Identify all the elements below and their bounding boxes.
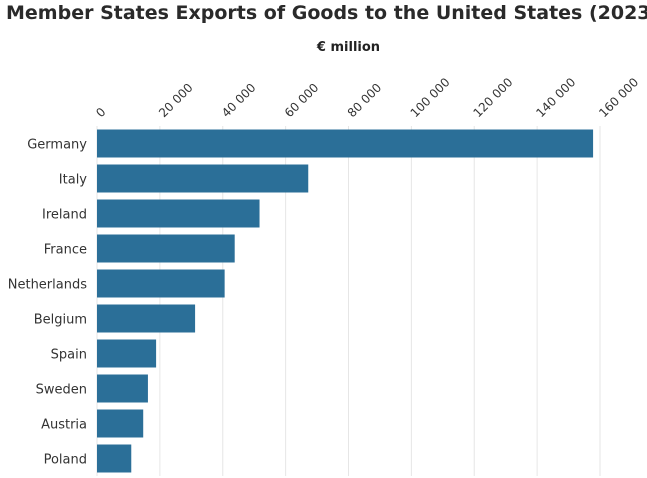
- chart-title: Member States Exports of Goods to the Un…: [6, 2, 647, 24]
- x-tick-label: 60 000: [282, 81, 322, 121]
- x-tick-label: 120 000: [470, 75, 515, 120]
- bar-belgium: [97, 304, 196, 333]
- category-label: Austria: [41, 418, 87, 433]
- x-tick-label: 160 000: [596, 75, 641, 120]
- x-tick-label: 140 000: [533, 75, 578, 120]
- category-labels: Germany Italy Ireland France Netherlands Belg…: [8, 138, 88, 468]
- category-label: Germany: [27, 138, 87, 153]
- bars: [97, 129, 594, 473]
- category-label: Italy: [59, 173, 88, 188]
- bar-netherlands: [97, 269, 225, 298]
- bar-france: [97, 234, 235, 263]
- bar-spain: [97, 339, 157, 368]
- x-tick-label: 0: [93, 105, 108, 120]
- bar-poland: [97, 444, 132, 473]
- category-label: Spain: [51, 348, 87, 363]
- category-label: Belgium: [34, 313, 87, 328]
- x-tick-label: 100 000: [408, 75, 453, 120]
- bar-austria: [97, 409, 144, 438]
- category-label: Sweden: [36, 383, 87, 398]
- axis-unit-label: € million: [316, 40, 381, 55]
- x-tick-label: 20 000: [156, 81, 196, 121]
- x-axis-ticks: 0 20 000 40 000 60 000 80 000 100 000 120 000 1…: [93, 75, 641, 120]
- category-label: Ireland: [42, 208, 87, 223]
- x-tick-label: 80 000: [345, 81, 385, 121]
- x-tick-label: 40 000: [219, 81, 259, 121]
- bar-sweden: [97, 374, 148, 403]
- category-label: France: [44, 243, 87, 258]
- bar-germany: [97, 129, 594, 158]
- category-label: Netherlands: [8, 278, 87, 293]
- category-label: Poland: [44, 453, 87, 468]
- bar-italy: [97, 164, 309, 193]
- bar-ireland: [97, 199, 260, 228]
